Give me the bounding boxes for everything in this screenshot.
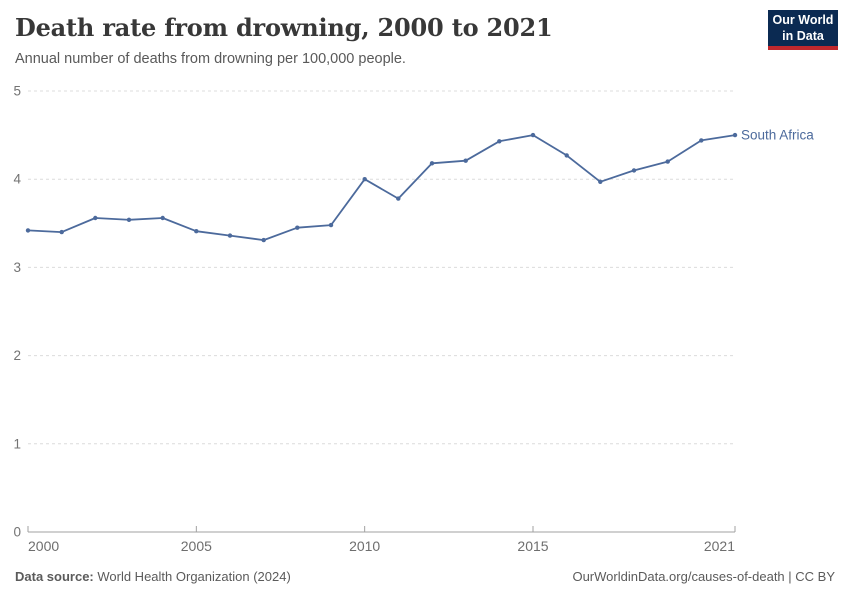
data-point xyxy=(328,222,334,228)
data-point xyxy=(59,229,64,235)
data-point xyxy=(463,158,468,163)
y-axis-label: 2 xyxy=(13,348,21,363)
data-point xyxy=(497,139,502,144)
x-axis-label: 2000 xyxy=(28,538,59,554)
data-point xyxy=(126,217,132,222)
data-point xyxy=(699,138,704,143)
y-axis-label: 4 xyxy=(13,172,21,187)
owid-logo: Our World in Data xyxy=(768,10,838,50)
credit-link: OurWorldinData.org/causes-of-death | CC … xyxy=(572,569,835,584)
series-label-south-africa: South Africa xyxy=(741,128,814,143)
data-point xyxy=(362,177,367,182)
owid-logo-line1: Our World xyxy=(772,12,834,27)
data-point xyxy=(429,161,435,166)
data-source-text: World Health Organization (2024) xyxy=(93,569,291,584)
x-axis-label: 2021 xyxy=(704,538,735,554)
data-point xyxy=(160,215,165,221)
chart-footer: Data source: World Health Organization (… xyxy=(15,569,835,584)
data-point xyxy=(598,179,603,184)
data-point xyxy=(25,228,31,233)
data-point xyxy=(530,132,536,138)
data-point xyxy=(227,233,233,238)
data-point xyxy=(194,229,199,234)
chart-title: Death rate from drowning, 2000 to 2021 xyxy=(15,13,553,42)
data-point xyxy=(261,237,266,243)
data-line xyxy=(27,134,736,242)
data-source: Data source: World Health Organization (… xyxy=(15,569,291,584)
data-point xyxy=(665,159,670,164)
data-point xyxy=(295,225,300,230)
data-point xyxy=(631,168,637,173)
data-point xyxy=(732,132,738,138)
y-axis-label: 3 xyxy=(13,260,21,275)
y-axis-label: 5 xyxy=(13,84,21,99)
y-axis-label: 1 xyxy=(13,436,21,451)
x-axis-label: 2005 xyxy=(181,538,212,554)
data-point xyxy=(396,196,401,201)
data-point xyxy=(93,215,98,221)
data-source-label: Data source: xyxy=(15,569,94,584)
data-point xyxy=(564,153,569,158)
chart-subtitle: Annual number of deaths from drowning pe… xyxy=(15,51,406,67)
y-axis-label: 0 xyxy=(13,525,21,540)
x-axis-label: 2015 xyxy=(517,538,548,554)
owid-logo-line2: in Data xyxy=(782,29,824,43)
x-axis-label: 2010 xyxy=(349,538,380,554)
